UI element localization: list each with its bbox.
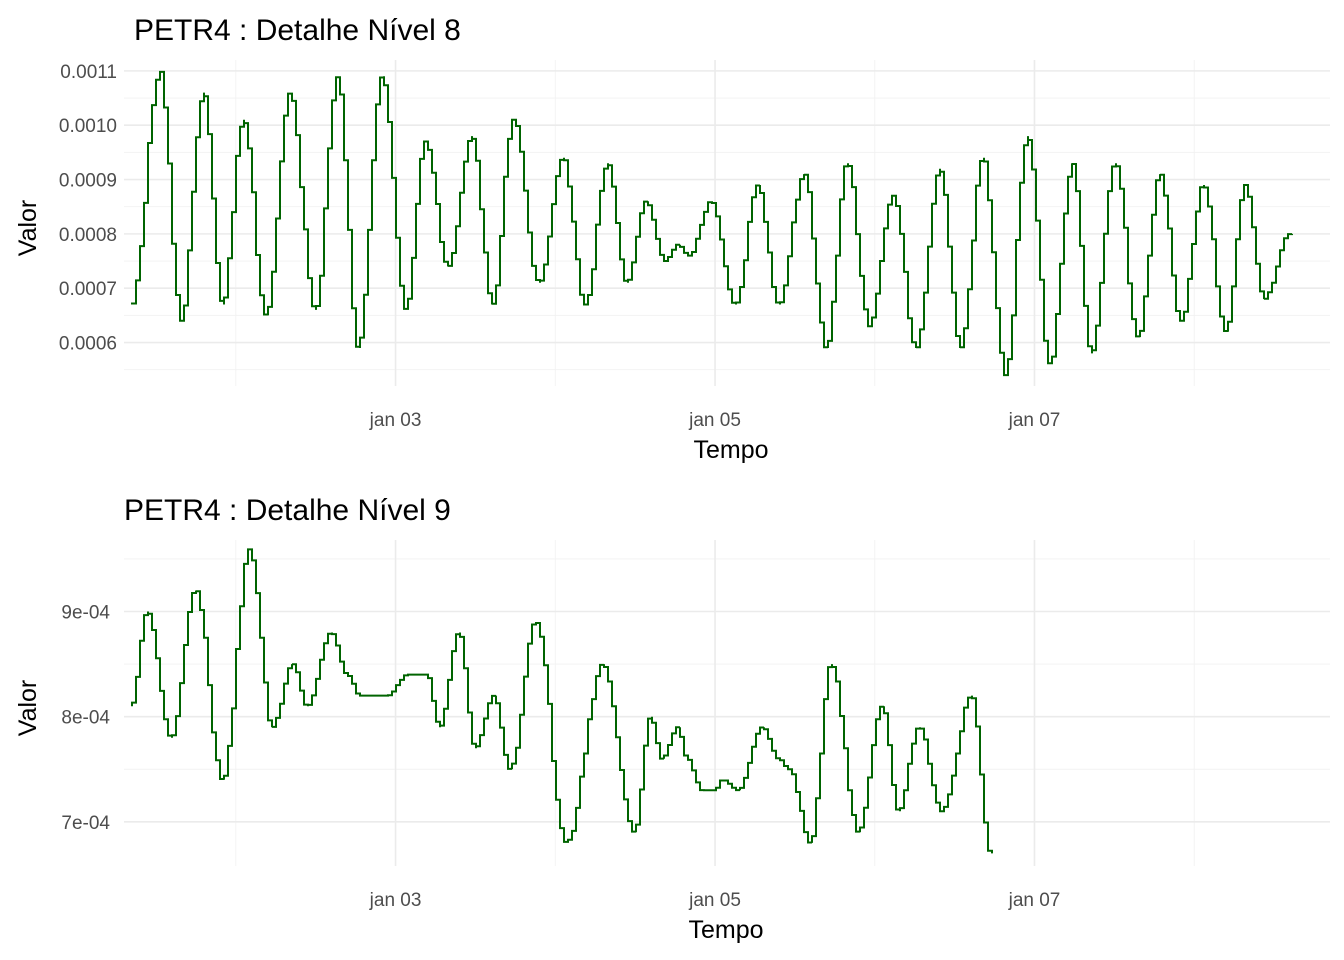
y-tick-label: 0.0006 (59, 334, 117, 355)
y-axis-label: Valor (14, 680, 42, 737)
x-axis-label: Tempo (693, 436, 768, 464)
x-tick-label: jan 05 (688, 890, 741, 911)
y-tick-label: 0.0010 (59, 116, 117, 137)
x-tick-label: jan 05 (688, 410, 741, 431)
y-tick-label: 9e-04 (61, 603, 110, 624)
y-tick-label: 0.0009 (59, 171, 117, 192)
y-axis-label: Valor (14, 200, 42, 257)
chart-title-nivel-9: PETR4 : Detalhe Nível 9 (124, 494, 451, 527)
y-tick-label: 0.0011 (60, 62, 117, 83)
panel-detalhe-nivel-9: 7e-04 8e-04 9e-04 jan 03 jan 05 jan 07 PETR4… (14, 494, 1330, 944)
panel-detalhe-nivel-8: 0.0006 0.0007 0.0008 0.0009 0.0010 0.0011 jan… (14, 14, 1330, 464)
x-tick-label: jan 07 (1008, 410, 1061, 431)
y-tick-label: 8e-04 (61, 708, 110, 729)
chart-title-nivel-8: PETR4 : Detalhe Nível 8 (134, 14, 461, 47)
y-tick-label: 7e-04 (61, 813, 110, 834)
y-tick-label: 0.0008 (59, 225, 117, 246)
x-axis-label: Tempo (688, 916, 763, 944)
x-tick-labels: jan 03 jan 05 jan 07 (369, 410, 1061, 431)
minor-gridlines (124, 540, 1330, 866)
series-line-nivel-8 (131, 70, 1293, 377)
major-gridlines (124, 540, 1330, 866)
x-tick-label: jan 07 (1008, 890, 1061, 911)
y-tick-labels: 0.0006 0.0007 0.0008 0.0009 0.0010 0.0011 (59, 62, 117, 355)
x-tick-label: jan 03 (369, 890, 422, 911)
y-tick-label: 0.0007 (59, 279, 117, 300)
y-tick-labels: 7e-04 8e-04 9e-04 (61, 603, 110, 834)
x-tick-label: jan 03 (369, 410, 422, 431)
x-tick-labels: jan 03 jan 05 jan 07 (369, 890, 1061, 911)
series-line-nivel-9 (131, 548, 993, 854)
